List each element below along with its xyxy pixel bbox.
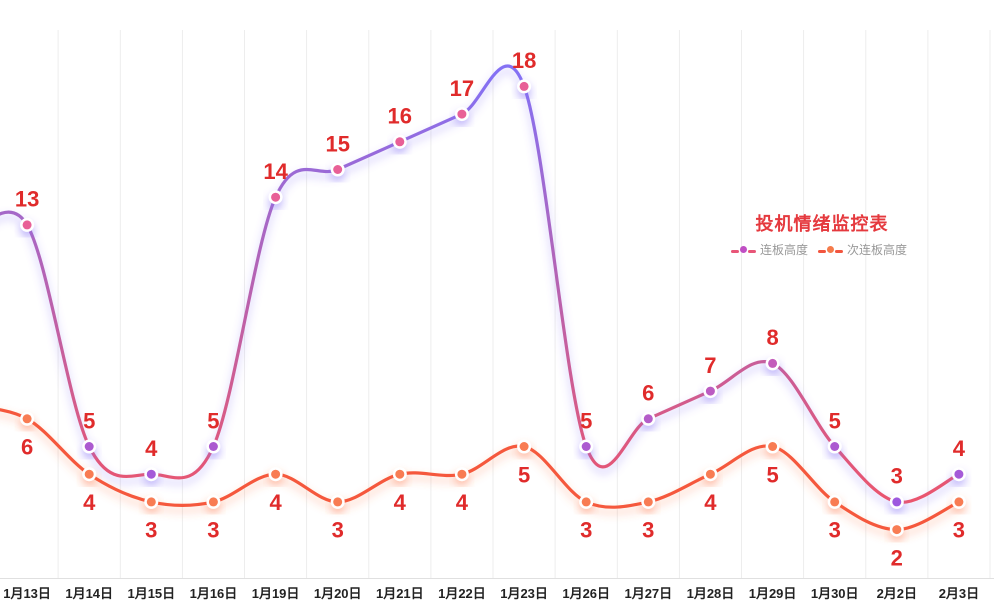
series-1-data-label: 4	[704, 490, 717, 515]
series-0-data-point[interactable]	[82, 439, 97, 454]
series-0-data-label: 18	[512, 48, 536, 73]
legend-label: 连板高度	[759, 242, 808, 257]
legend-item-lianban-gaodu[interactable]: 连板高度	[730, 240, 808, 258]
series-0-data-label: 17	[450, 76, 474, 101]
x-axis-label: 1月27日	[624, 586, 673, 601]
series-1-data-point[interactable]	[206, 494, 221, 509]
series-0-data-point[interactable]	[392, 134, 407, 149]
x-axis-label: 1月13日	[3, 586, 51, 601]
series-1-data-point[interactable]	[703, 467, 718, 482]
line-series-icon	[730, 240, 756, 258]
x-axis-label: 1月15日	[127, 586, 176, 601]
series-1-data-label: 4	[269, 490, 282, 515]
legend-label: 次连板高度	[847, 242, 908, 257]
series-0-data-point[interactable]	[330, 162, 345, 177]
series-1-data-label: 3	[953, 518, 965, 543]
series-0-data-label: 6	[642, 381, 654, 406]
series-1-data-label: 4	[83, 490, 96, 515]
series-0-data-label: 14	[263, 159, 288, 184]
series-1-data-point[interactable]	[579, 494, 594, 509]
series-0-data-point[interactable]	[454, 107, 469, 122]
x-axis-label: 1月16日	[189, 586, 238, 601]
x-axis-label: 1月20日	[313, 586, 362, 601]
series-1-data-label: 3	[642, 518, 654, 543]
series-1-data-point[interactable]	[330, 494, 345, 509]
series-1-data-point[interactable]	[517, 439, 532, 454]
series-0-data-label: 4	[953, 436, 966, 461]
x-axis-label: 1月14日	[65, 586, 114, 601]
series-0-data-label: 15	[325, 131, 349, 156]
series-1-data-point[interactable]	[889, 522, 904, 537]
series-line-0	[0, 64, 961, 504]
series-1-data-label: 4	[394, 490, 407, 515]
series-1-data-label: 3	[207, 518, 219, 543]
x-axis-label: 1月22日	[438, 586, 486, 601]
series-0-data-label: 16	[388, 104, 412, 129]
x-axis-label: 2月3日	[938, 586, 980, 601]
series-1-data-point[interactable]	[641, 494, 656, 509]
series-0-data-label: 7	[704, 353, 716, 378]
series-1-data-point[interactable]	[20, 411, 35, 426]
series-0-data-point[interactable]	[268, 190, 283, 205]
series-1-data-point[interactable]	[765, 439, 780, 454]
series-0-data-label: 4	[145, 436, 158, 461]
series-line-1	[0, 408, 961, 532]
series-0-data-label: 5	[83, 408, 95, 433]
x-axis-label: 1月21日	[375, 586, 424, 601]
series-0-data-point[interactable]	[206, 439, 221, 454]
series-1-data-point[interactable]	[951, 494, 966, 509]
x-axis-label: 1月29日	[748, 586, 797, 601]
series-0-data-label: 5	[580, 408, 592, 433]
series-1-data-point[interactable]	[144, 494, 159, 509]
series-1-data-label: 3	[332, 518, 344, 543]
series-0-data-point[interactable]	[517, 79, 532, 94]
series-0-data-point[interactable]	[703, 384, 718, 399]
series-0-data-point[interactable]	[765, 356, 780, 371]
series-1-data-label: 5	[518, 462, 530, 487]
series-0-data-point[interactable]	[827, 439, 842, 454]
x-axis-label: 1月19日	[251, 586, 300, 601]
series-1-data-label: 3	[829, 518, 841, 543]
series-1-data-point[interactable]	[827, 494, 842, 509]
chart-title: 投机情绪监控表	[755, 214, 889, 234]
series-1-data-label: 3	[145, 518, 157, 543]
line-series-icon	[818, 240, 843, 258]
series-1-data-label: 6	[21, 435, 33, 460]
series-1-data-label: 3	[580, 518, 592, 543]
series-0-data-point[interactable]	[951, 467, 966, 482]
series-0-data-point[interactable]	[889, 494, 904, 509]
series-0-data-label: 13	[15, 187, 39, 212]
legend-item-cilianban-gaodu[interactable]: 次连板高度	[818, 240, 907, 258]
series-0-data-label: 5	[829, 408, 841, 433]
series-0-data-point[interactable]	[579, 439, 594, 454]
series-0-data-point[interactable]	[144, 467, 159, 482]
series-1-data-point[interactable]	[392, 467, 407, 482]
series-1-data-label: 4	[456, 490, 469, 515]
x-axis-label: 1月28日	[686, 586, 735, 601]
series-1-data-label: 2	[891, 545, 903, 570]
series-0-data-label: 5	[207, 408, 219, 433]
legend: 连板高度 次连板高度	[730, 240, 907, 258]
series-0-data-label: 3	[891, 464, 903, 489]
series-1-data-label: 5	[766, 462, 778, 487]
series-0-data-point[interactable]	[641, 411, 656, 426]
x-axis-label: 1月23日	[500, 586, 548, 601]
x-axis-label: 2月2日	[876, 586, 918, 601]
series-1-data-point[interactable]	[268, 467, 283, 482]
x-axis-label: 1月30日	[810, 586, 859, 601]
series-0-data-point[interactable]	[20, 217, 35, 232]
x-axis-label: 1月26日	[562, 586, 611, 601]
series-1-data-point[interactable]	[82, 467, 97, 482]
series-0-data-label: 8	[766, 325, 778, 350]
series-1-data-point[interactable]	[454, 467, 469, 482]
